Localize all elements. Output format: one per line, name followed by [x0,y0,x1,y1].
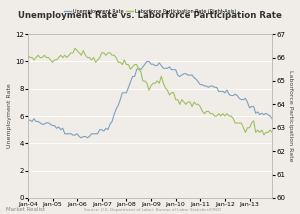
Text: Market Realist: Market Realist [6,207,45,212]
Y-axis label: Unemployment Rate: Unemployment Rate [7,84,12,148]
Y-axis label: Laborforce Participation Rate: Laborforce Participation Rate [288,70,293,162]
Legend: Unemployment Rate, Laborforce Participation Rate (Right Axis): Unemployment Rate, Laborforce Participat… [62,7,238,16]
Title: Unemployment Rate vs. Laborforce Participation Rate: Unemployment Rate vs. Laborforce Partici… [18,10,282,19]
Text: Source: U.S. Department of Labor; Bureau of Labor Statistics/FRED: Source: U.S. Department of Labor; Bureau… [84,208,221,212]
